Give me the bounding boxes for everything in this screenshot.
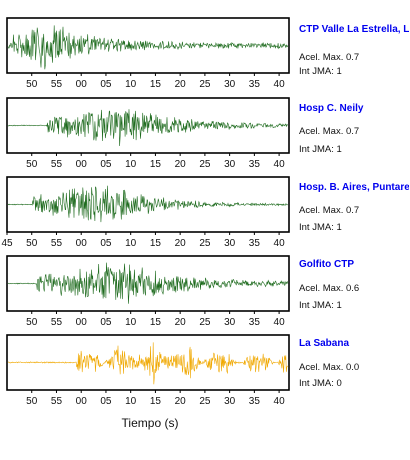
- panel-3-tick-label: 50: [26, 238, 38, 249]
- panel-1-tick-label: 20: [175, 79, 187, 90]
- panel-5-tick-label: 30: [224, 396, 236, 407]
- panel-1-tick-label: 15: [150, 79, 162, 90]
- panel-4-tick-label: 05: [100, 317, 112, 328]
- panel-2-tick-label: 05: [100, 159, 112, 170]
- panel-4-jma-intensity: Int JMA: 1: [299, 300, 342, 311]
- panel-3-tick-label: 20: [175, 238, 187, 249]
- panel-3-tick-label: 55: [51, 238, 63, 249]
- panel-1-tick-label: 40: [274, 79, 286, 90]
- panel-2-tick-label: 00: [76, 159, 88, 170]
- panel-2-tick-label: 40: [274, 159, 286, 170]
- panel-5-tick-label: 35: [249, 396, 261, 407]
- panel-3-jma-intensity: Int JMA: 1: [299, 222, 342, 233]
- panel-4-tick-label: 30: [224, 317, 236, 328]
- panel-3-tick-label: 40: [274, 238, 286, 249]
- panel-1-frame: [6, 17, 290, 74]
- panel-1-waveform: [7, 25, 289, 70]
- panel-4-tick-label: 10: [125, 317, 137, 328]
- panel-2-tick-label: 55: [51, 159, 63, 170]
- panel-3-tick-label: 15: [150, 238, 162, 249]
- panel-2-tick-label: 20: [175, 159, 187, 170]
- panel-5-tick-label: 05: [100, 396, 112, 407]
- panel-4-tick-label: 35: [249, 317, 261, 328]
- panel-1-tick-label: 05: [100, 79, 112, 90]
- panel-5-tick-label: 00: [76, 396, 88, 407]
- panel-5-tick-label: 40: [274, 396, 286, 407]
- panel-3-tick-label: 05: [100, 238, 112, 249]
- panel-5-accel-max: Acel. Max. 0.0: [299, 362, 360, 373]
- panel-5-tick-label: 25: [199, 396, 211, 407]
- panel-5-tick-label: 50: [26, 396, 38, 407]
- panel-4-tick-label: 00: [76, 317, 88, 328]
- panel-5-waveform: [7, 342, 289, 385]
- panel-4-waveform: [7, 262, 289, 304]
- panel-5-tick-label: 55: [51, 396, 63, 407]
- panel-4-accel-max: Acel. Max. 0.6: [299, 283, 360, 294]
- panel-2-waveform: [7, 109, 289, 147]
- panel-3-tick-label: 10: [125, 238, 137, 249]
- panel-2-tick-label: 25: [199, 159, 211, 170]
- panel-2-accel-max: Acel. Max. 0.7: [299, 126, 360, 137]
- panel-2-station-name: Hosp C. Neily: [299, 103, 364, 114]
- panel-4-tick-label: 40: [274, 317, 286, 328]
- panel-3-tick-label: 35: [249, 238, 261, 249]
- panel-1-tick-label: 30: [224, 79, 236, 90]
- panel-5-station-name: La Sabana: [299, 338, 350, 349]
- panel-1-tick-label: 50: [26, 79, 38, 90]
- panel-4-tick-label: 20: [175, 317, 187, 328]
- panel-1-jma-intensity: Int JMA: 1: [299, 66, 342, 77]
- panel-2-tick-label: 30: [224, 159, 236, 170]
- panel-5-tick-label: 10: [125, 396, 137, 407]
- panel-3-accel-max: Acel. Max. 0.7: [299, 205, 360, 216]
- panel-3-tick-label: 45: [1, 238, 13, 249]
- panel-4-tick-label: 50: [26, 317, 38, 328]
- panel-2-tick-label: 10: [125, 159, 137, 170]
- panel-5-tick-label: 15: [150, 396, 162, 407]
- panel-1-station-name: CTP Valle La Estrella, L: [299, 24, 409, 35]
- panel-3-tick-label: 30: [224, 238, 236, 249]
- panel-1-tick-label: 25: [199, 79, 211, 90]
- panel-4-tick-label: 15: [150, 317, 162, 328]
- panel-1-tick-label: 35: [249, 79, 261, 90]
- panel-3-waveform: [7, 185, 289, 223]
- panel-1-accel-max: Acel. Max. 0.7: [299, 52, 360, 63]
- panel-1-tick-label: 00: [76, 79, 88, 90]
- panel-3-tick-label: 00: [76, 238, 88, 249]
- panel-1-tick-label: 55: [51, 79, 63, 90]
- panel-2-tick-label: 35: [249, 159, 261, 170]
- panel-4-station-name: Golfito CTP: [299, 259, 354, 270]
- panel-4-tick-label: 25: [199, 317, 211, 328]
- panel-2-tick-label: 50: [26, 159, 38, 170]
- panel-2-jma-intensity: Int JMA: 1: [299, 144, 342, 155]
- panel-5-jma-intensity: Int JMA: 0: [299, 378, 342, 389]
- x-axis-label: Tiempo (s): [121, 416, 179, 430]
- panel-2-tick-label: 15: [150, 159, 162, 170]
- panel-3-tick-label: 25: [199, 238, 211, 249]
- panel-1-tick-label: 10: [125, 79, 137, 90]
- panel-3-station-name: Hosp. B. Aires, Puntare: [299, 182, 409, 193]
- panel-4-tick-label: 55: [51, 317, 63, 328]
- panel-5-tick-label: 20: [175, 396, 187, 407]
